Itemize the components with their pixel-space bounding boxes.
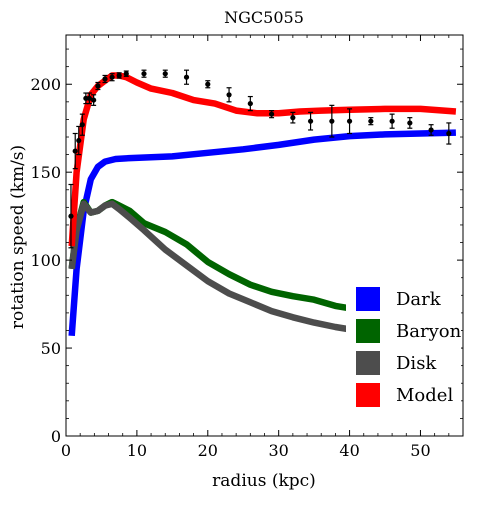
observed-point xyxy=(346,108,353,135)
data-marker xyxy=(86,95,92,101)
legend-item-baryon: Baryon xyxy=(356,319,462,343)
observed-point xyxy=(290,111,296,124)
legend: Dark Baryon Disk Model xyxy=(346,277,462,415)
observed-point xyxy=(329,104,335,138)
data-marker xyxy=(205,81,211,87)
observed-point xyxy=(183,69,190,85)
data-marker xyxy=(183,74,190,80)
observed-point xyxy=(307,111,314,131)
x-tick-label: 30 xyxy=(268,441,288,460)
data-marker xyxy=(72,148,78,154)
observed-point xyxy=(72,132,78,170)
y-tick-label: 50 xyxy=(41,339,61,358)
data-marker xyxy=(446,130,452,137)
data-marker xyxy=(226,92,232,98)
observed-point xyxy=(102,74,108,84)
x-tick-label: 50 xyxy=(410,441,430,460)
data-marker xyxy=(141,71,147,77)
plot-area xyxy=(68,69,457,348)
observed-point xyxy=(86,92,92,105)
data-marker xyxy=(109,74,115,80)
legend-swatch xyxy=(356,351,380,375)
legend-item-dark: Dark xyxy=(356,287,442,311)
data-marker xyxy=(95,83,101,89)
legend-label: Disk xyxy=(396,353,437,374)
observed-point xyxy=(91,94,97,106)
data-marker xyxy=(116,72,122,79)
legend-label: Baryon xyxy=(396,321,462,342)
observed-point xyxy=(162,69,168,78)
observed-point xyxy=(247,95,253,112)
observed-point xyxy=(226,87,232,103)
y-tick-label: 100 xyxy=(30,251,61,270)
legend-item-disk: Disk xyxy=(356,351,437,375)
observed-point xyxy=(389,113,395,129)
axes: 0 10 20 30 40 50 0 50 100 150 200 xyxy=(30,35,464,460)
data-marker xyxy=(247,100,253,107)
y-tick-label: 200 xyxy=(30,75,61,94)
data-marker xyxy=(91,97,97,103)
chart-title: NGC5055 xyxy=(224,8,304,27)
observed-point xyxy=(205,80,211,89)
x-tick-label: 10 xyxy=(127,441,147,460)
observed-point xyxy=(268,110,275,119)
observed-point xyxy=(68,183,74,249)
observed-point xyxy=(123,70,129,77)
y-axis-label: rotation speed (km/s) xyxy=(8,145,28,329)
legend-swatch xyxy=(356,287,380,311)
x-tick-label: 40 xyxy=(339,441,359,460)
data-marker xyxy=(79,122,85,128)
observed-point xyxy=(79,113,85,136)
data-marker xyxy=(307,118,314,124)
y-tick-label: 0 xyxy=(51,427,61,446)
legend-swatch xyxy=(356,319,380,343)
legend-label: Model xyxy=(396,385,453,406)
x-tick-label: 20 xyxy=(198,441,218,460)
data-marker xyxy=(368,118,374,124)
legend-label: Dark xyxy=(396,289,442,310)
data-marker xyxy=(268,111,275,117)
y-tick-label: 150 xyxy=(30,163,61,182)
data-marker xyxy=(162,71,168,77)
observed-point xyxy=(76,125,82,156)
observed-point xyxy=(141,69,147,78)
data-marker xyxy=(389,118,395,124)
data-marker xyxy=(428,127,434,133)
observed-point xyxy=(368,117,374,126)
data-marker xyxy=(76,137,82,144)
observed-point xyxy=(407,117,413,129)
series-line-dark xyxy=(68,129,456,337)
observed-point xyxy=(95,81,101,91)
x-tick-label: 0 xyxy=(61,441,71,460)
x-axis-label: radius (kpc) xyxy=(212,471,316,491)
data-marker xyxy=(290,115,296,121)
legend-item-model: Model xyxy=(356,383,453,407)
legend-swatch xyxy=(356,383,380,407)
data-marker xyxy=(68,213,74,219)
observed-point xyxy=(446,122,452,145)
data-marker xyxy=(329,118,335,124)
data-marker xyxy=(102,76,108,82)
observed-point xyxy=(109,73,115,82)
data-marker xyxy=(407,120,413,126)
observed-point xyxy=(428,124,434,136)
observed-point xyxy=(116,72,122,79)
data-marker xyxy=(123,71,129,77)
data-marker xyxy=(346,118,353,124)
